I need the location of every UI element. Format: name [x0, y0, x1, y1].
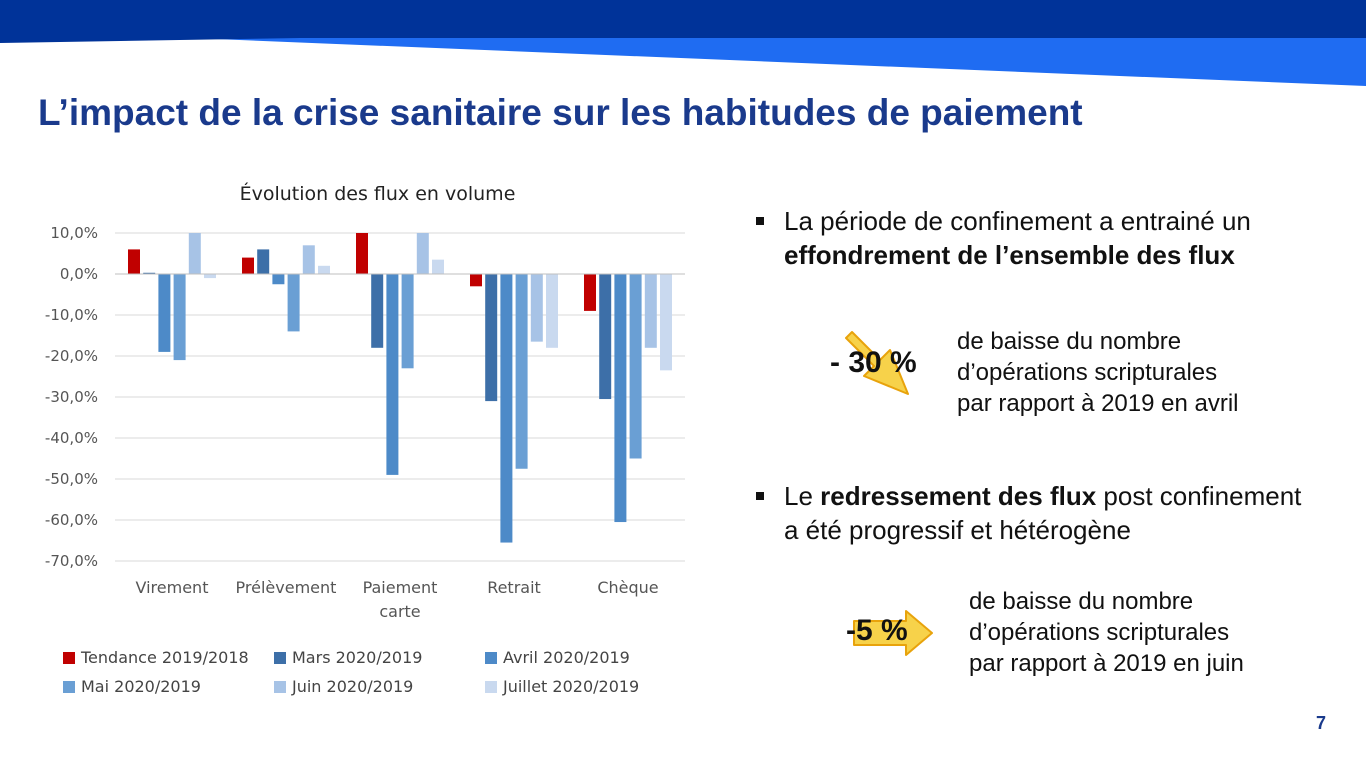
legend-label: Tendance 2019/2018	[81, 648, 249, 667]
bar	[485, 274, 498, 402]
callout-2-text: de baisse du nombre d’opérations scriptu…	[969, 586, 1244, 679]
bar	[629, 274, 642, 459]
callout-2-line2: d’opérations scripturales	[969, 619, 1230, 646]
bar	[158, 274, 171, 352]
slide-title: L’impact de la crise sanitaire sur les h…	[38, 92, 1083, 133]
bar	[173, 274, 186, 361]
arrow-right-icon	[853, 610, 933, 656]
y-tick-label: 10,0%	[50, 224, 98, 242]
bar	[257, 249, 270, 274]
legend-swatch	[485, 651, 497, 664]
callout-1-value: - 30 %	[830, 346, 917, 379]
callout-1-line2: d’opérations scripturales	[957, 359, 1218, 386]
legend-swatch	[63, 680, 75, 693]
x-tick-label: Chèque	[597, 578, 658, 597]
y-tick-label: -50,0%	[45, 470, 98, 488]
x-tick-label: Retrait	[487, 578, 541, 597]
bar	[128, 249, 140, 274]
legend-label: Juin 2020/2019	[292, 677, 414, 696]
legend-swatch	[274, 680, 286, 693]
chart-legend: Tendance 2019/2018 Mars 2020/2019 Avril 20…	[63, 648, 703, 696]
legend-item: Juillet 2020/2019	[485, 677, 696, 696]
bar	[546, 274, 558, 348]
bar	[599, 274, 612, 400]
bullet-2: Le redressement des flux post confinemen…	[756, 479, 1356, 547]
bar	[500, 274, 513, 543]
y-tick-label: 0,0%	[60, 265, 98, 283]
bar	[356, 233, 368, 274]
bar	[287, 274, 300, 332]
callout-2-line3: par rapport à 2019 en juin	[969, 650, 1244, 677]
bar	[584, 274, 596, 311]
bullet-1-line1: La période de confinement a entrainé un	[784, 206, 1251, 236]
legend-item: Mai 2020/2019	[63, 677, 274, 696]
legend-label: Juillet 2020/2019	[503, 677, 640, 696]
bar	[302, 245, 315, 274]
bar	[143, 272, 156, 274]
bullet-1-line2: effondrement de l’ensemble des flux	[784, 240, 1235, 270]
bar	[470, 274, 482, 287]
legend-label: Avril 2020/2019	[503, 648, 630, 667]
bar	[371, 274, 384, 348]
callout-1-text: de baisse du nombre d’opérations scriptu…	[957, 326, 1239, 419]
y-tick-label: -10,0%	[45, 306, 98, 324]
bullet-2-prefix: Le	[784, 481, 821, 511]
bar	[204, 274, 216, 279]
bullet-square-icon	[756, 492, 764, 500]
bullet-2-suffix: post confinement	[1096, 481, 1302, 511]
legend-item: Tendance 2019/2018	[63, 648, 274, 667]
bar	[386, 274, 399, 475]
bar	[416, 233, 429, 274]
y-tick-label: -40,0%	[45, 429, 98, 447]
x-tick-label: carte	[379, 602, 420, 621]
bar	[644, 274, 657, 348]
legend-swatch	[274, 651, 286, 664]
callout-2-line1: de baisse du nombre	[969, 588, 1194, 615]
bar	[660, 274, 672, 371]
bar	[614, 274, 627, 523]
bar-chart: 10,0% 0,0% -10,0% -20,0% -30,0% -40,0% -50,0% -…	[45, 224, 685, 621]
bar	[318, 265, 330, 274]
chart-title: Évolution des flux en volume	[239, 183, 516, 205]
callout-2-value: -5 %	[846, 614, 908, 647]
banner-dark-stripe	[0, 0, 1366, 38]
bar	[530, 274, 543, 342]
bar	[401, 274, 414, 369]
legend-label: Mars 2020/2019	[292, 648, 423, 667]
y-tick-label: -20,0%	[45, 347, 98, 365]
legend-item: Mars 2020/2019	[274, 648, 485, 667]
legend-label: Mai 2020/2019	[81, 677, 201, 696]
legend-item: Juin 2020/2019	[274, 677, 485, 696]
legend-item: Avril 2020/2019	[485, 648, 696, 667]
header-banner	[0, 0, 1366, 86]
x-tick-label: Paiement	[363, 578, 438, 597]
bar	[188, 233, 201, 274]
bullet-1: La période de confinement a entrainé un …	[756, 204, 1356, 272]
legend-swatch	[63, 651, 75, 664]
bar	[272, 274, 285, 285]
legend-swatch	[485, 680, 497, 693]
banner-dark-wedge	[0, 38, 300, 43]
y-tick-label: -60,0%	[45, 511, 98, 529]
bar	[242, 257, 254, 274]
arrow-down-right-icon	[845, 331, 909, 395]
bar	[515, 274, 528, 469]
callout-1-line3: par rapport à 2019 en avril	[957, 390, 1239, 417]
y-tick-label: -70,0%	[45, 552, 98, 570]
bullet-square-icon	[756, 217, 764, 225]
y-tick-label: -30,0%	[45, 388, 98, 406]
banner-light-stripe	[190, 38, 1366, 86]
bullet-2-line2: a été progressif et hétérogène	[784, 515, 1131, 545]
page-number: 7	[1316, 713, 1327, 733]
x-tick-label: Prélèvement	[236, 578, 337, 597]
bar	[432, 259, 444, 274]
x-tick-label: Virement	[136, 578, 209, 597]
bullet-2-bold: redressement des flux	[820, 481, 1097, 511]
callout-1-line1: de baisse du nombre	[957, 328, 1182, 355]
